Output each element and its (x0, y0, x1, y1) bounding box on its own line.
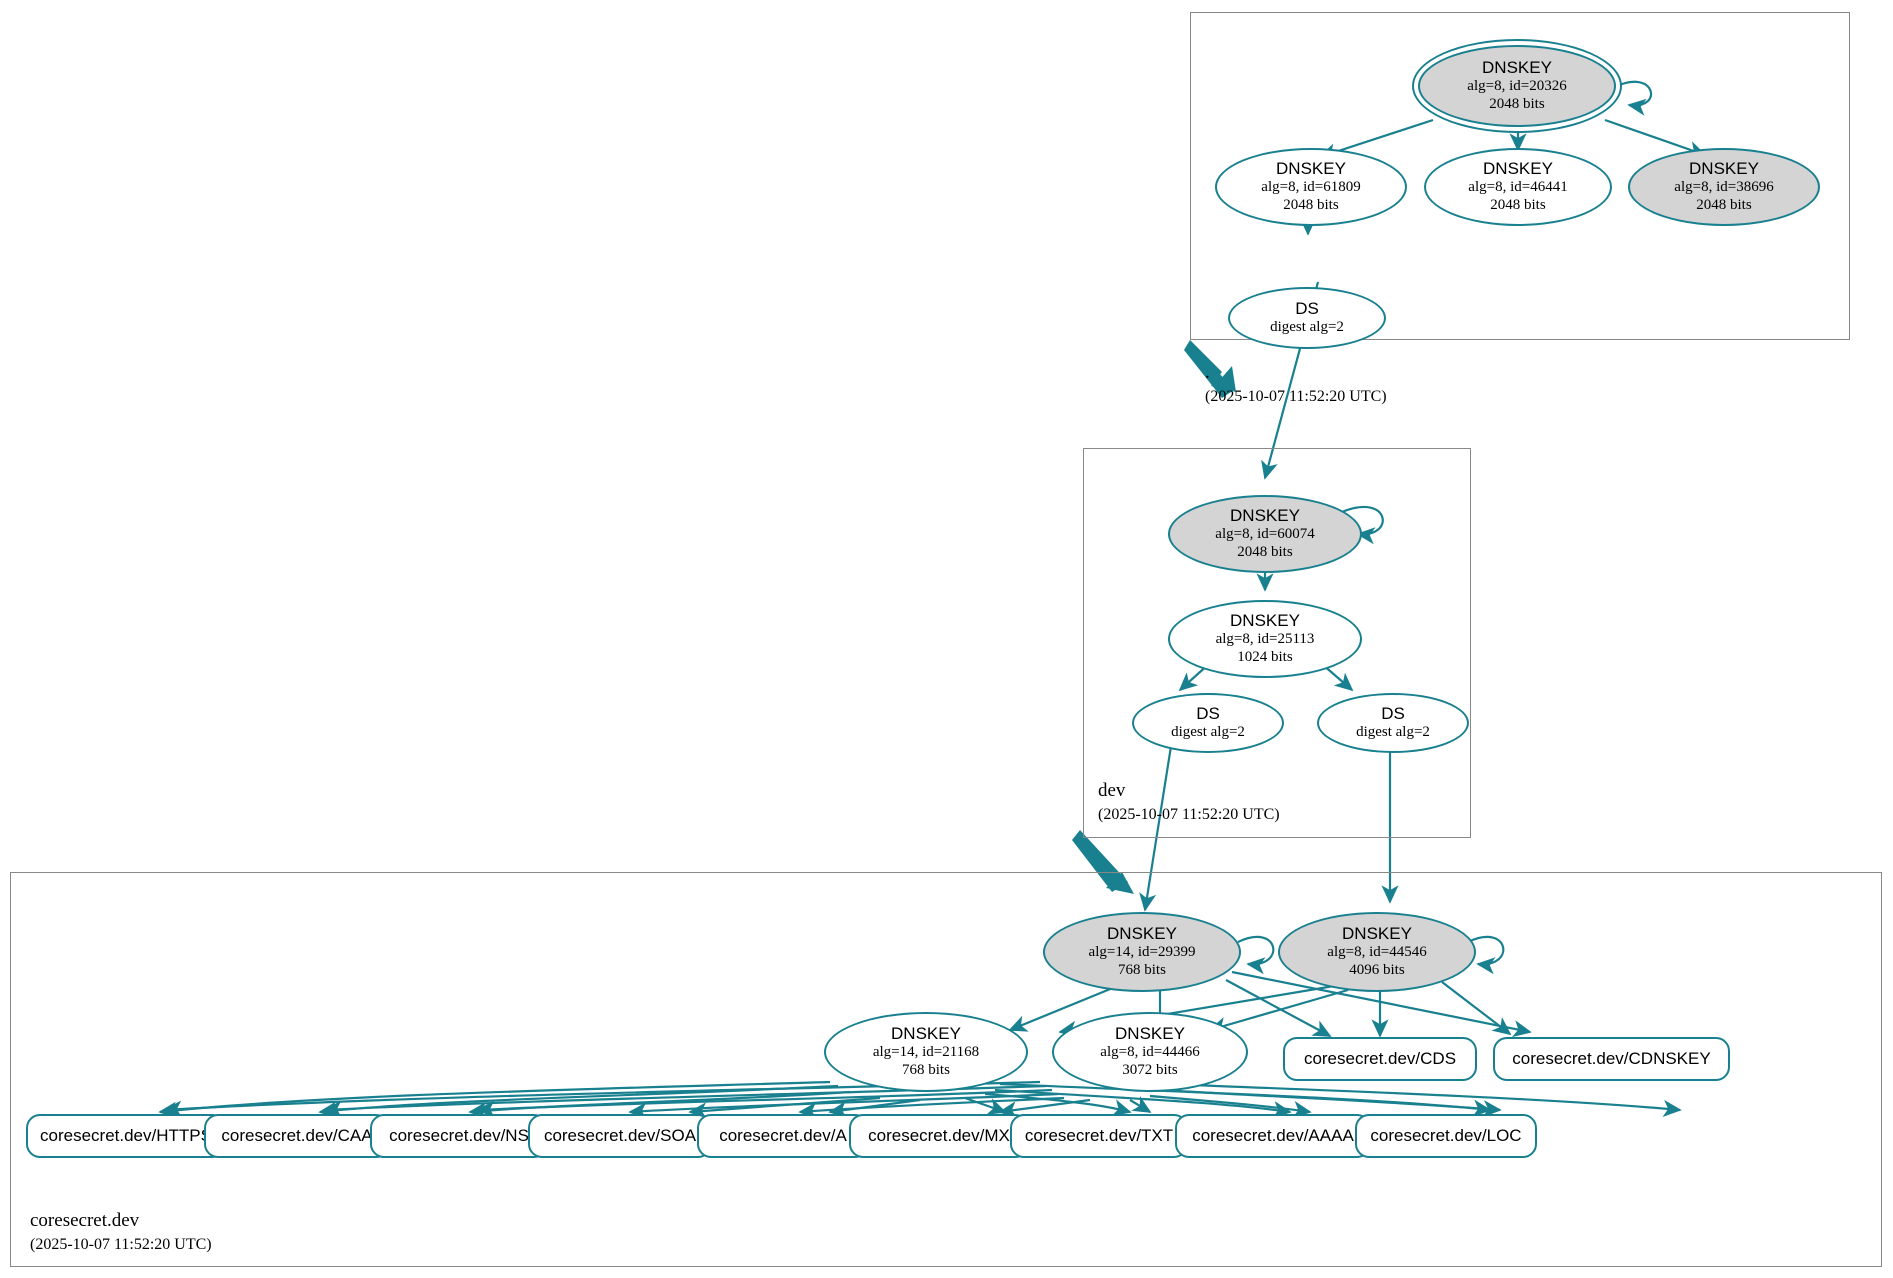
node-root-dnskey-61809[interactable]: DNSKEY alg=8, id=61809 2048 bits (1215, 148, 1407, 226)
rrset-cdnskey-text: coresecret.dev/CDNSKEY (1512, 1048, 1711, 1068)
rrset-txt[interactable]: coresecret.dev/TXT (1010, 1114, 1188, 1158)
node-root-dnskey-38696-text: DNSKEY alg=8, id=38696 2048 bits (1674, 159, 1774, 214)
zone-name-dev: dev (1098, 780, 1126, 801)
node-cs-zsk-44466[interactable]: DNSKEY alg=8, id=44466 3072 bits (1052, 1012, 1248, 1092)
node-cs-zsk-21168-text: DNSKEY alg=14, id=21168 768 bits (872, 1024, 980, 1079)
node-cs-zsk-44466-text: DNSKEY alg=8, id=44466 3072 bits (1100, 1024, 1200, 1079)
node-cs-ksk-29399[interactable]: DNSKEY alg=14, id=29399 768 bits (1043, 912, 1241, 992)
rrset-a-text: coresecret.dev/A (719, 1125, 847, 1145)
rrset-a[interactable]: coresecret.dev/A (697, 1114, 869, 1158)
rrset-caa-text: coresecret.dev/CAA (221, 1125, 373, 1145)
node-root-ksk-20326-text: DNSKEY alg=8, id=20326 2048 bits (1467, 58, 1567, 113)
zone-timestamp-dev: (2025-10-07 11:52:20 UTC) (1098, 805, 1280, 823)
node-cs-ksk-44546[interactable]: DNSKEY alg=8, id=44546 4096 bits (1278, 912, 1476, 992)
rrset-caa[interactable]: coresecret.dev/CAA (204, 1114, 390, 1158)
zone-timestamp-root: (2025-10-07 11:52:20 UTC) (1205, 387, 1387, 405)
rrset-aaaa[interactable]: coresecret.dev/AAAA (1175, 1114, 1371, 1158)
rrset-txt-text: coresecret.dev/TXT (1024, 1125, 1174, 1145)
zone-timestamp-coresecret: (2025-10-07 11:52:20 UTC) (30, 1235, 212, 1253)
zone-box-dev (1083, 448, 1471, 838)
node-root-dnskey-61809-text: DNSKEY alg=8, id=61809 2048 bits (1261, 159, 1361, 214)
rrset-cds-text: coresecret.dev/CDS (1303, 1048, 1457, 1068)
node-dev-ds-right-text: DS digest alg=2 (1356, 704, 1430, 741)
zone-box-root (1190, 12, 1850, 340)
node-cs-zsk-21168[interactable]: DNSKEY alg=14, id=21168 768 bits (824, 1012, 1028, 1092)
rrset-cds[interactable]: coresecret.dev/CDS (1283, 1037, 1477, 1081)
node-dev-ds-right[interactable]: DS digest alg=2 (1317, 693, 1469, 753)
rrset-loc-text: coresecret.dev/LOC (1370, 1125, 1522, 1145)
zone-label-dev: dev (2025-10-07 11:52:20 UTC) (1098, 778, 1280, 825)
rrset-soa[interactable]: coresecret.dev/SOA (528, 1114, 712, 1158)
node-root-dnskey-46441[interactable]: DNSKEY alg=8, id=46441 2048 bits (1424, 148, 1612, 226)
node-dev-ksk-60074-text: DNSKEY alg=8, id=60074 2048 bits (1215, 506, 1315, 561)
rrset-cdnskey[interactable]: coresecret.dev/CDNSKEY (1493, 1037, 1730, 1081)
rrset-https-text: coresecret.dev/HTTPS (40, 1125, 212, 1145)
node-root-ds[interactable]: DS digest alg=2 (1228, 287, 1386, 349)
zone-label-root: . (2025-10-07 11:52:20 UTC) (1205, 360, 1387, 407)
rrset-ns[interactable]: coresecret.dev/NS (370, 1114, 548, 1158)
node-dev-ds-left[interactable]: DS digest alg=2 (1132, 693, 1284, 753)
node-root-ds-text: DS digest alg=2 (1270, 299, 1344, 336)
rrset-mx-text: coresecret.dev/MX (868, 1125, 1010, 1145)
node-dev-zsk-25113[interactable]: DNSKEY alg=8, id=25113 1024 bits (1168, 600, 1362, 678)
rrset-soa-text: coresecret.dev/SOA (543, 1125, 697, 1145)
node-cs-ksk-44546-text: DNSKEY alg=8, id=44546 4096 bits (1327, 924, 1427, 979)
node-root-dnskey-46441-text: DNSKEY alg=8, id=46441 2048 bits (1468, 159, 1568, 214)
rrset-ns-text: coresecret.dev/NS (389, 1125, 529, 1145)
rrset-loc[interactable]: coresecret.dev/LOC (1355, 1114, 1537, 1158)
zone-name-coresecret: coresecret.dev (30, 1210, 140, 1231)
node-root-ksk-20326[interactable]: DNSKEY alg=8, id=20326 2048 bits (1418, 45, 1616, 127)
zone-label-coresecret: coresecret.dev (2025-10-07 11:52:20 UTC) (30, 1208, 212, 1255)
rrset-https[interactable]: coresecret.dev/HTTPS (26, 1114, 226, 1158)
zone-name-root: . (1205, 362, 1210, 383)
node-dev-ksk-60074[interactable]: DNSKEY alg=8, id=60074 2048 bits (1168, 495, 1362, 573)
node-root-dnskey-38696[interactable]: DNSKEY alg=8, id=38696 2048 bits (1628, 148, 1820, 226)
node-dev-ds-left-text: DS digest alg=2 (1171, 704, 1245, 741)
zone-box-coresecret (10, 872, 1882, 1267)
rrset-mx[interactable]: coresecret.dev/MX (849, 1114, 1029, 1158)
rrset-aaaa-text: coresecret.dev/AAAA (1192, 1125, 1354, 1145)
node-dev-zsk-25113-text: DNSKEY alg=8, id=25113 1024 bits (1215, 611, 1315, 666)
node-cs-ksk-29399-text: DNSKEY alg=14, id=29399 768 bits (1088, 924, 1196, 979)
